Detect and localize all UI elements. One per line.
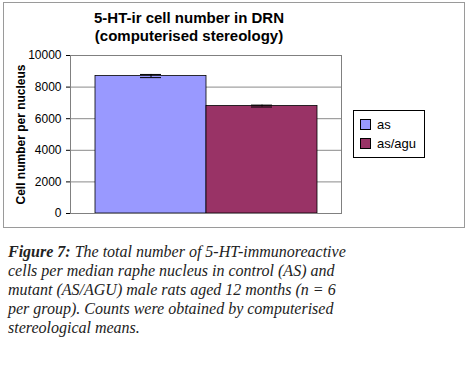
html-text:as/agu: as/agu	[377, 136, 416, 151]
svg-text:Cell number per nucleus: Cell number per nucleus	[14, 64, 28, 204]
svg-text:8000: 8000	[35, 80, 62, 94]
html-text:5-HT-ir cell number in DRN: 5-HT-ir cell number in DRN	[94, 9, 284, 26]
html-text:as: as	[377, 117, 391, 132]
svg-text:0: 0	[55, 206, 62, 220]
svg-text:10000: 10000	[28, 48, 62, 62]
html-text:Figure 7: The total number of: Figure 7: The total number of 5-HT-immun…	[8, 243, 346, 336]
svg-text:6000: 6000	[35, 112, 62, 126]
html-text:(computerised stereology): (computerised stereology)	[94, 27, 284, 44]
svg-text:2000: 2000	[35, 175, 62, 189]
svg-text:4000: 4000	[35, 143, 62, 157]
